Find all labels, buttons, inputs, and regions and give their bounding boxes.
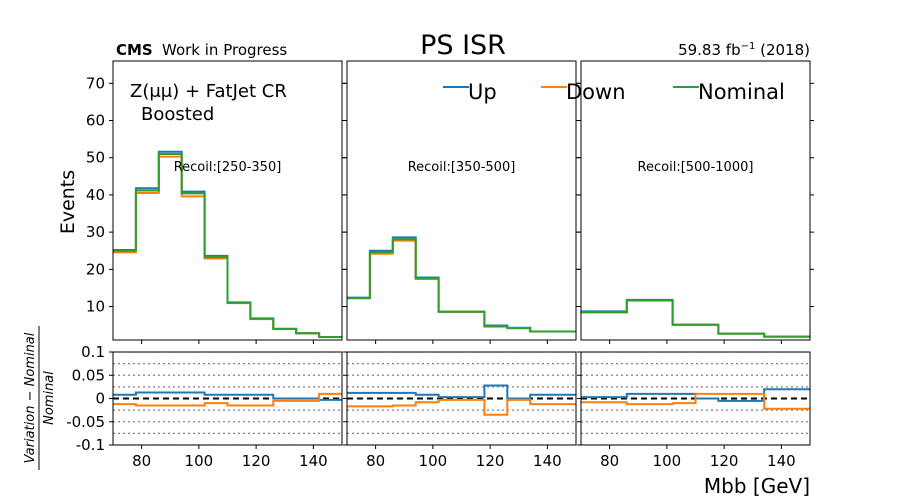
lumi-value: 59.83 fb [678, 41, 741, 59]
ratio-down-line [113, 392, 342, 407]
top-panel-frame [112, 60, 343, 341]
ratio-down-line [347, 398, 576, 416]
chart-title: PS ISR [420, 30, 506, 61]
legend-label-up: Up [468, 80, 497, 104]
legend: Up Down Nominal [443, 80, 785, 104]
series-up-line [581, 298, 810, 338]
x-tick-label: 120 [242, 452, 271, 470]
recoil-label: Recoil:[250-350] [174, 160, 282, 175]
y-tick-label: 10 [86, 298, 105, 316]
top-panel-frame [346, 60, 577, 341]
y-tick-label: 60 [86, 112, 105, 130]
x-tick-label: 120 [710, 452, 739, 470]
ratio-y-axis-label: Variation − Nominal Nominal [23, 326, 57, 470]
legend-label-nominal: Nominal [698, 80, 785, 104]
y-axis-label: Events [57, 170, 79, 234]
recoil-label: Recoil:[500-1000] [638, 160, 754, 175]
histogram-group [347, 236, 576, 333]
lumi-year: (2018) [755, 41, 810, 59]
series-down-line [581, 299, 810, 338]
x-tick-label: 140 [533, 452, 562, 470]
ratio-y-tick-label: -0.05 [66, 413, 105, 431]
panel-1: Recoil:[250-350] 10 20 30 40 50 60 70 0.1 0.05 0 -0… [66, 60, 346, 470]
x-tick-label: 140 [299, 452, 328, 470]
panel-3: Recoil:[500-1000] 80 100 120 140 [577, 60, 814, 470]
series-nominal-line [113, 153, 342, 339]
y-tick-label: 30 [86, 223, 105, 241]
ratio-up-line [347, 384, 576, 400]
x-tick-label: 120 [476, 452, 505, 470]
y-tick-label: 40 [86, 186, 105, 204]
luminosity-label: 59.83 fb−1 (2018) [678, 41, 810, 59]
series-down-line [347, 239, 576, 333]
x-axis-label: Mbb [GeV] [704, 474, 810, 498]
top-panel-frame [580, 60, 811, 341]
x-tick-label: 100 [419, 452, 448, 470]
work-in-progress-label: Work in Progress [162, 41, 287, 59]
histogram-group [113, 150, 342, 339]
x-tick-label: 100 [185, 452, 214, 470]
ratio-y-tick-label: -0.1 [76, 436, 105, 454]
x-tick-label: 80 [132, 452, 151, 470]
cms-label: CMS [116, 41, 153, 59]
y-tick-label: 70 [86, 74, 105, 92]
ratio-group [113, 352, 342, 445]
ratio-y-tick-label: 0.05 [72, 366, 105, 384]
series-up-line [113, 150, 342, 339]
y-tick-label: 20 [86, 260, 105, 278]
ratio-y-tick-label: 0.1 [81, 343, 105, 361]
ratio-down-line [581, 392, 810, 410]
ratio-y-label-numerator: Variation − Nominal [23, 332, 38, 463]
x-tick-label: 80 [366, 452, 385, 470]
ratio-up-line [113, 391, 342, 401]
ratio-y-tick-label: 0 [95, 390, 105, 408]
x-tick-label: 100 [653, 452, 682, 470]
region-sublabel: Boosted [141, 104, 214, 125]
series-nominal-line [581, 299, 810, 338]
ratio-group [581, 352, 810, 445]
lumi-exponent: −1 [741, 41, 756, 52]
recoil-label: Recoil:[350-500] [408, 160, 516, 175]
series-down-line [113, 155, 342, 339]
y-tick-label: 50 [86, 149, 105, 167]
x-tick-label: 80 [600, 452, 619, 470]
ratio-group [347, 352, 576, 445]
series-nominal-line [347, 238, 576, 333]
ratio-y-label-denominator: Nominal [42, 371, 57, 425]
region-label: Z(μμ) + FatJet CR [130, 81, 287, 102]
plot-area: Recoil:[250-350] 10 20 30 40 50 60 70 0.1 0.05 0 -0… [66, 60, 814, 470]
histogram-group [581, 298, 810, 338]
panel-2: Recoil:[350-500] 80 100 120 140 [343, 60, 580, 470]
x-tick-label: 140 [767, 452, 796, 470]
legend-label-down: Down [566, 80, 626, 104]
